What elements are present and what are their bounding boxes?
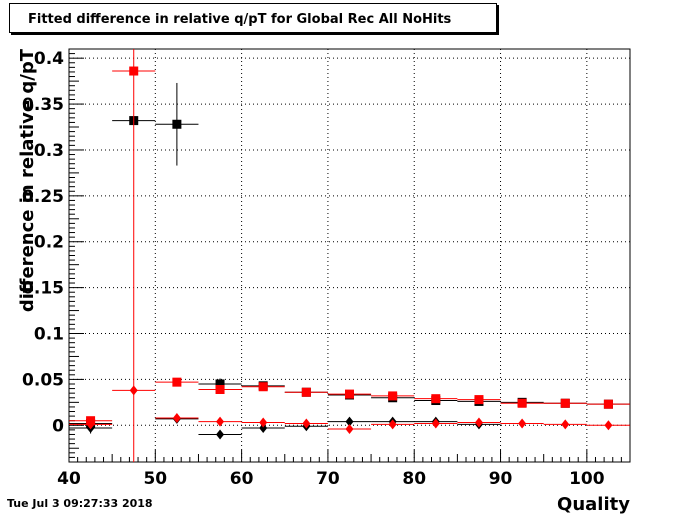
data-point-square <box>517 398 527 408</box>
data-point-diamond <box>216 416 225 427</box>
y-tick-label: 0.2 <box>34 233 64 253</box>
data-layer <box>69 49 630 462</box>
data-point-diamond <box>474 417 483 428</box>
data-point-diamond <box>259 423 268 434</box>
x-tick-label: 50 <box>143 469 167 489</box>
y-tick-label: 0 <box>52 416 64 436</box>
data-point-square <box>474 395 484 405</box>
data-point-square <box>345 389 354 399</box>
data-point-diamond <box>518 418 527 429</box>
data-point-diamond <box>604 420 613 431</box>
data-point-square <box>603 399 613 409</box>
data-point-diamond <box>302 418 311 429</box>
chart-title: Fitted difference in relative q/pT for G… <box>28 12 452 27</box>
chart-title-box: Fitted difference in relative q/pT for G… <box>9 3 497 33</box>
data-point-square <box>215 384 225 394</box>
data-point-square <box>172 377 182 387</box>
footer-date: Tue Jul 3 09:27:33 2018 <box>7 497 153 510</box>
series-3 <box>69 385 630 434</box>
data-point-square <box>560 398 570 408</box>
y-tick-label: 0.25 <box>22 187 64 207</box>
y-tick-label: 0.35 <box>22 95 64 115</box>
data-point-diamond <box>431 418 440 429</box>
data-point-diamond <box>345 423 354 434</box>
x-tick-label: 40 <box>57 469 81 489</box>
axes-layer: 40 50 60 70 80 90 100 0 0.05 0.1 0.15 0.2 0.25 0.3 0.3… <box>22 48 631 489</box>
data-point-diamond <box>216 429 225 440</box>
data-point-diamond <box>388 419 397 430</box>
x-tick-label: 80 <box>402 469 426 489</box>
data-point-square <box>172 119 182 129</box>
data-point-square <box>258 382 268 392</box>
y-tick-label: 0.3 <box>34 141 64 161</box>
y-tick-label: 0.15 <box>22 279 64 299</box>
x-tick-label: 70 <box>316 469 340 489</box>
y-axis-label: difference in relative q/pT <box>17 48 38 312</box>
x-axis-label: Quality <box>557 494 630 514</box>
grid-layer <box>68 49 630 462</box>
series-1 <box>69 49 630 462</box>
data-point-diamond <box>129 385 138 396</box>
data-point-diamond <box>561 419 570 430</box>
y-tick-label: 0.05 <box>22 370 64 390</box>
data-point-diamond <box>172 412 181 423</box>
plot-frame <box>68 48 631 463</box>
data-point-square <box>215 379 225 389</box>
data-point-square <box>129 66 139 76</box>
y-tick-label: 0.1 <box>34 325 64 345</box>
x-tick-label: 90 <box>489 469 513 489</box>
data-point-square <box>431 394 441 404</box>
data-point-diamond <box>259 417 268 428</box>
data-point-square <box>388 391 398 401</box>
data-point-diamond <box>345 416 354 427</box>
data-point-square <box>301 387 311 397</box>
y-tick-label: 0.4 <box>34 49 64 69</box>
x-tick-label: 100 <box>569 469 605 489</box>
data-point-diamond <box>86 419 95 430</box>
x-tick-label: 60 <box>230 469 254 489</box>
